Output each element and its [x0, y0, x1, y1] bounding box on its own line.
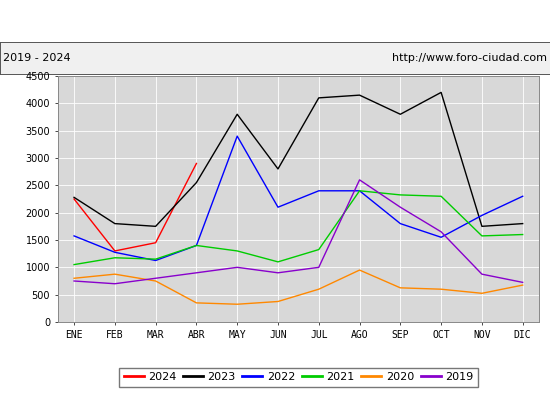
Text: 2019 - 2024: 2019 - 2024 — [3, 53, 70, 63]
Text: Evolucion Nº Turistas Extranjeros en el municipio de Camargo: Evolucion Nº Turistas Extranjeros en el … — [43, 14, 507, 28]
Text: http://www.foro-ciudad.com: http://www.foro-ciudad.com — [392, 53, 547, 63]
Legend: 2024, 2023, 2022, 2021, 2020, 2019: 2024, 2023, 2022, 2021, 2020, 2019 — [119, 368, 478, 386]
